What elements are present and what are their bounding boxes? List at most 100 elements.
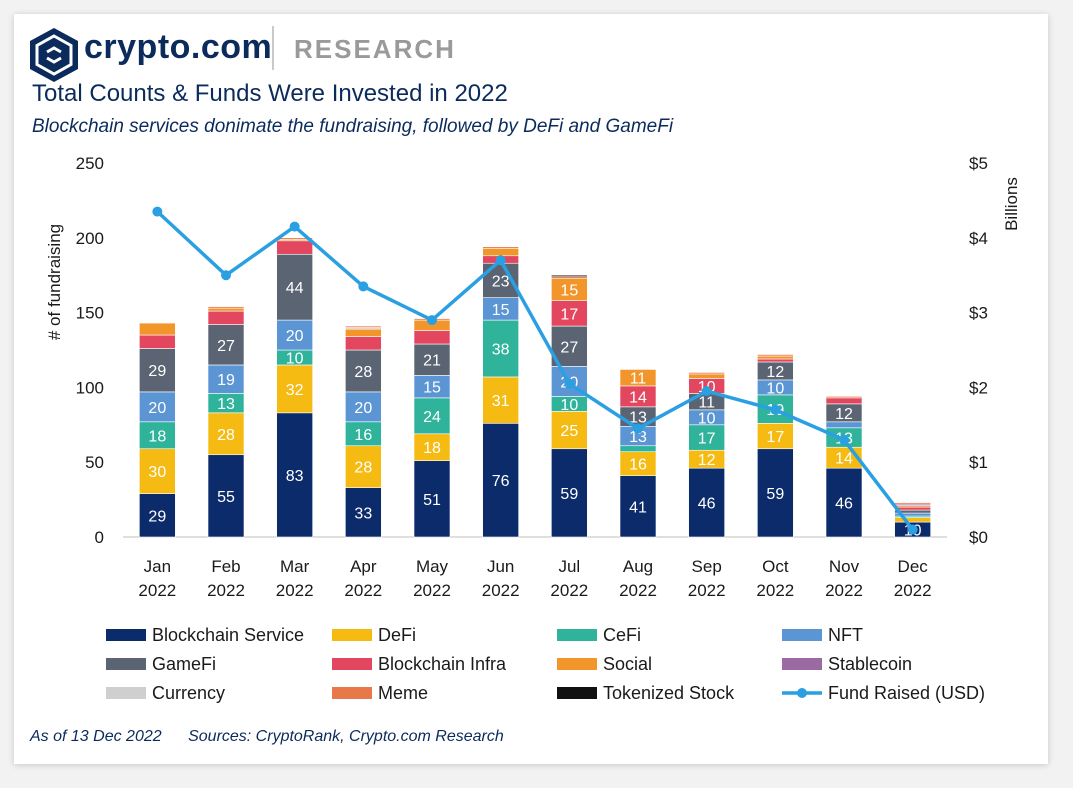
bar-segment-social — [757, 355, 794, 360]
bar-segment-meme — [688, 372, 725, 375]
bar-segment-gamefi — [276, 253, 313, 321]
x-tick-label-month: Nov — [829, 557, 860, 576]
data-label: 13 — [629, 429, 647, 446]
data-label: 76 — [492, 473, 510, 490]
data-label: 14 — [835, 451, 853, 468]
bar-segment-blockchain-service — [413, 460, 451, 538]
data-label: 30 — [148, 464, 166, 481]
bar-segment-defi — [482, 376, 519, 424]
bar-segment-nft — [345, 391, 382, 423]
fund-raised-point — [221, 270, 231, 281]
y2-tick-label: $3 — [969, 304, 988, 323]
bar-segment-cefi — [482, 319, 519, 378]
y2-tick-label: $0 — [969, 528, 988, 547]
bar-segment-meme — [207, 306, 245, 309]
data-label: 16 — [354, 427, 372, 444]
data-label: 20 — [354, 400, 372, 417]
data-label: 33 — [354, 505, 372, 522]
sources-note: Sources: CryptoRank, Crypto.com Research — [188, 728, 504, 745]
chart-card: crypto.com RESEARCH Total Counts & Funds… — [14, 14, 1048, 764]
data-label: 28 — [217, 427, 235, 444]
bar-segment-social — [619, 369, 657, 387]
data-label: 55 — [217, 489, 235, 506]
x-tick-label-year: 2022 — [619, 581, 657, 600]
data-label: 13 — [629, 410, 647, 427]
data-label: 17 — [698, 431, 716, 448]
y-axis-title: # of fundraising — [45, 224, 64, 340]
data-label: 15 — [560, 282, 578, 299]
bar-segment-meme — [757, 354, 794, 357]
bar-segment-blockchain-infra — [345, 336, 382, 351]
fund-raised-line — [156, 210, 915, 531]
data-label: 12 — [835, 406, 853, 423]
data-label: 31 — [492, 393, 510, 410]
data-label: 21 — [423, 353, 441, 370]
bar-segment-blockchain-infra — [139, 334, 176, 349]
legend-label: Tokenized Stock — [603, 683, 735, 703]
data-label: 41 — [629, 499, 647, 516]
bar-segment-gamefi — [413, 343, 451, 376]
data-label: 16 — [629, 457, 647, 474]
legend-label: Currency — [152, 683, 225, 703]
data-label: 20 — [286, 328, 304, 345]
data-label: 19 — [217, 372, 235, 389]
bar-segment-defi — [345, 445, 382, 488]
data-label: 13 — [217, 396, 235, 413]
section-label: RESEARCH — [294, 34, 456, 64]
bar-segment-blockchain-service — [551, 448, 588, 538]
y-tick-label: 50 — [85, 453, 104, 472]
data-label: 10 — [766, 380, 784, 397]
fund-raised-point — [633, 423, 643, 434]
x-tick-label-month: Aug — [623, 557, 653, 576]
data-label: 11 — [630, 371, 647, 388]
bar-segment-defi — [139, 448, 176, 494]
legend-label: Meme — [378, 683, 428, 703]
y-tick-label: 150 — [76, 304, 104, 323]
bar-segment-blockchain-service — [688, 467, 725, 538]
bar-segment-blockchain-infra — [825, 397, 863, 405]
data-label: 38 — [492, 342, 510, 359]
bar-segment-social — [688, 373, 725, 379]
x-tick-label-month: Jun — [487, 557, 514, 576]
x-tick-label-year: 2022 — [756, 581, 794, 600]
data-label: 20 — [148, 400, 166, 417]
bar-segment-defi — [276, 364, 313, 414]
x-tick-label-year: 2022 — [344, 581, 382, 600]
x-tick-label-year: 2022 — [138, 581, 176, 600]
fund-raised-point — [427, 315, 437, 326]
y-tick-label: 250 — [76, 154, 104, 173]
bar-segment-blockchain-infra — [276, 240, 313, 255]
data-label: 12 — [698, 452, 716, 469]
bar-segment-blockchain-service — [139, 493, 176, 538]
data-label: 32 — [286, 382, 304, 399]
bar-segment-gamefi — [345, 349, 382, 393]
x-tick-label-year: 2022 — [825, 581, 863, 600]
data-label: 18 — [423, 440, 441, 457]
data-label: 27 — [560, 339, 578, 356]
x-tick-label-year: 2022 — [688, 581, 726, 600]
y-tick-label: 100 — [76, 378, 104, 397]
stacked-bar-chart: 0 50 100 150 200 250 $0 $1 $2 $3 $4 $5 # of fundrais… — [45, 154, 1021, 703]
legend-label: GameFi — [152, 654, 216, 674]
bar-segment-defi — [894, 517, 931, 523]
legend-swatch — [782, 658, 822, 670]
bar-segment-cefi — [413, 397, 451, 435]
data-label: 15 — [423, 380, 441, 397]
legend-swatch — [106, 658, 146, 670]
x-tick-label-month: Sep — [692, 557, 722, 576]
legend-label: Social — [603, 654, 652, 674]
legend-swatch — [782, 629, 822, 641]
bar-segment-social — [345, 328, 382, 337]
data-label: 25 — [560, 423, 578, 440]
bar-segment-blockchain-infra — [413, 330, 451, 345]
bar-segment-tokenized-stock — [551, 274, 588, 277]
bar-segment-meme — [482, 246, 519, 249]
fund-raised-point — [839, 434, 849, 445]
x-tick-label-month: May — [416, 557, 449, 576]
data-label: 59 — [560, 486, 578, 503]
data-label: 51 — [423, 492, 441, 509]
data-label: 44 — [286, 280, 304, 297]
legend-label: NFT — [828, 625, 863, 645]
x-tick-label-year: 2022 — [276, 581, 314, 600]
legend-swatch — [332, 687, 372, 699]
